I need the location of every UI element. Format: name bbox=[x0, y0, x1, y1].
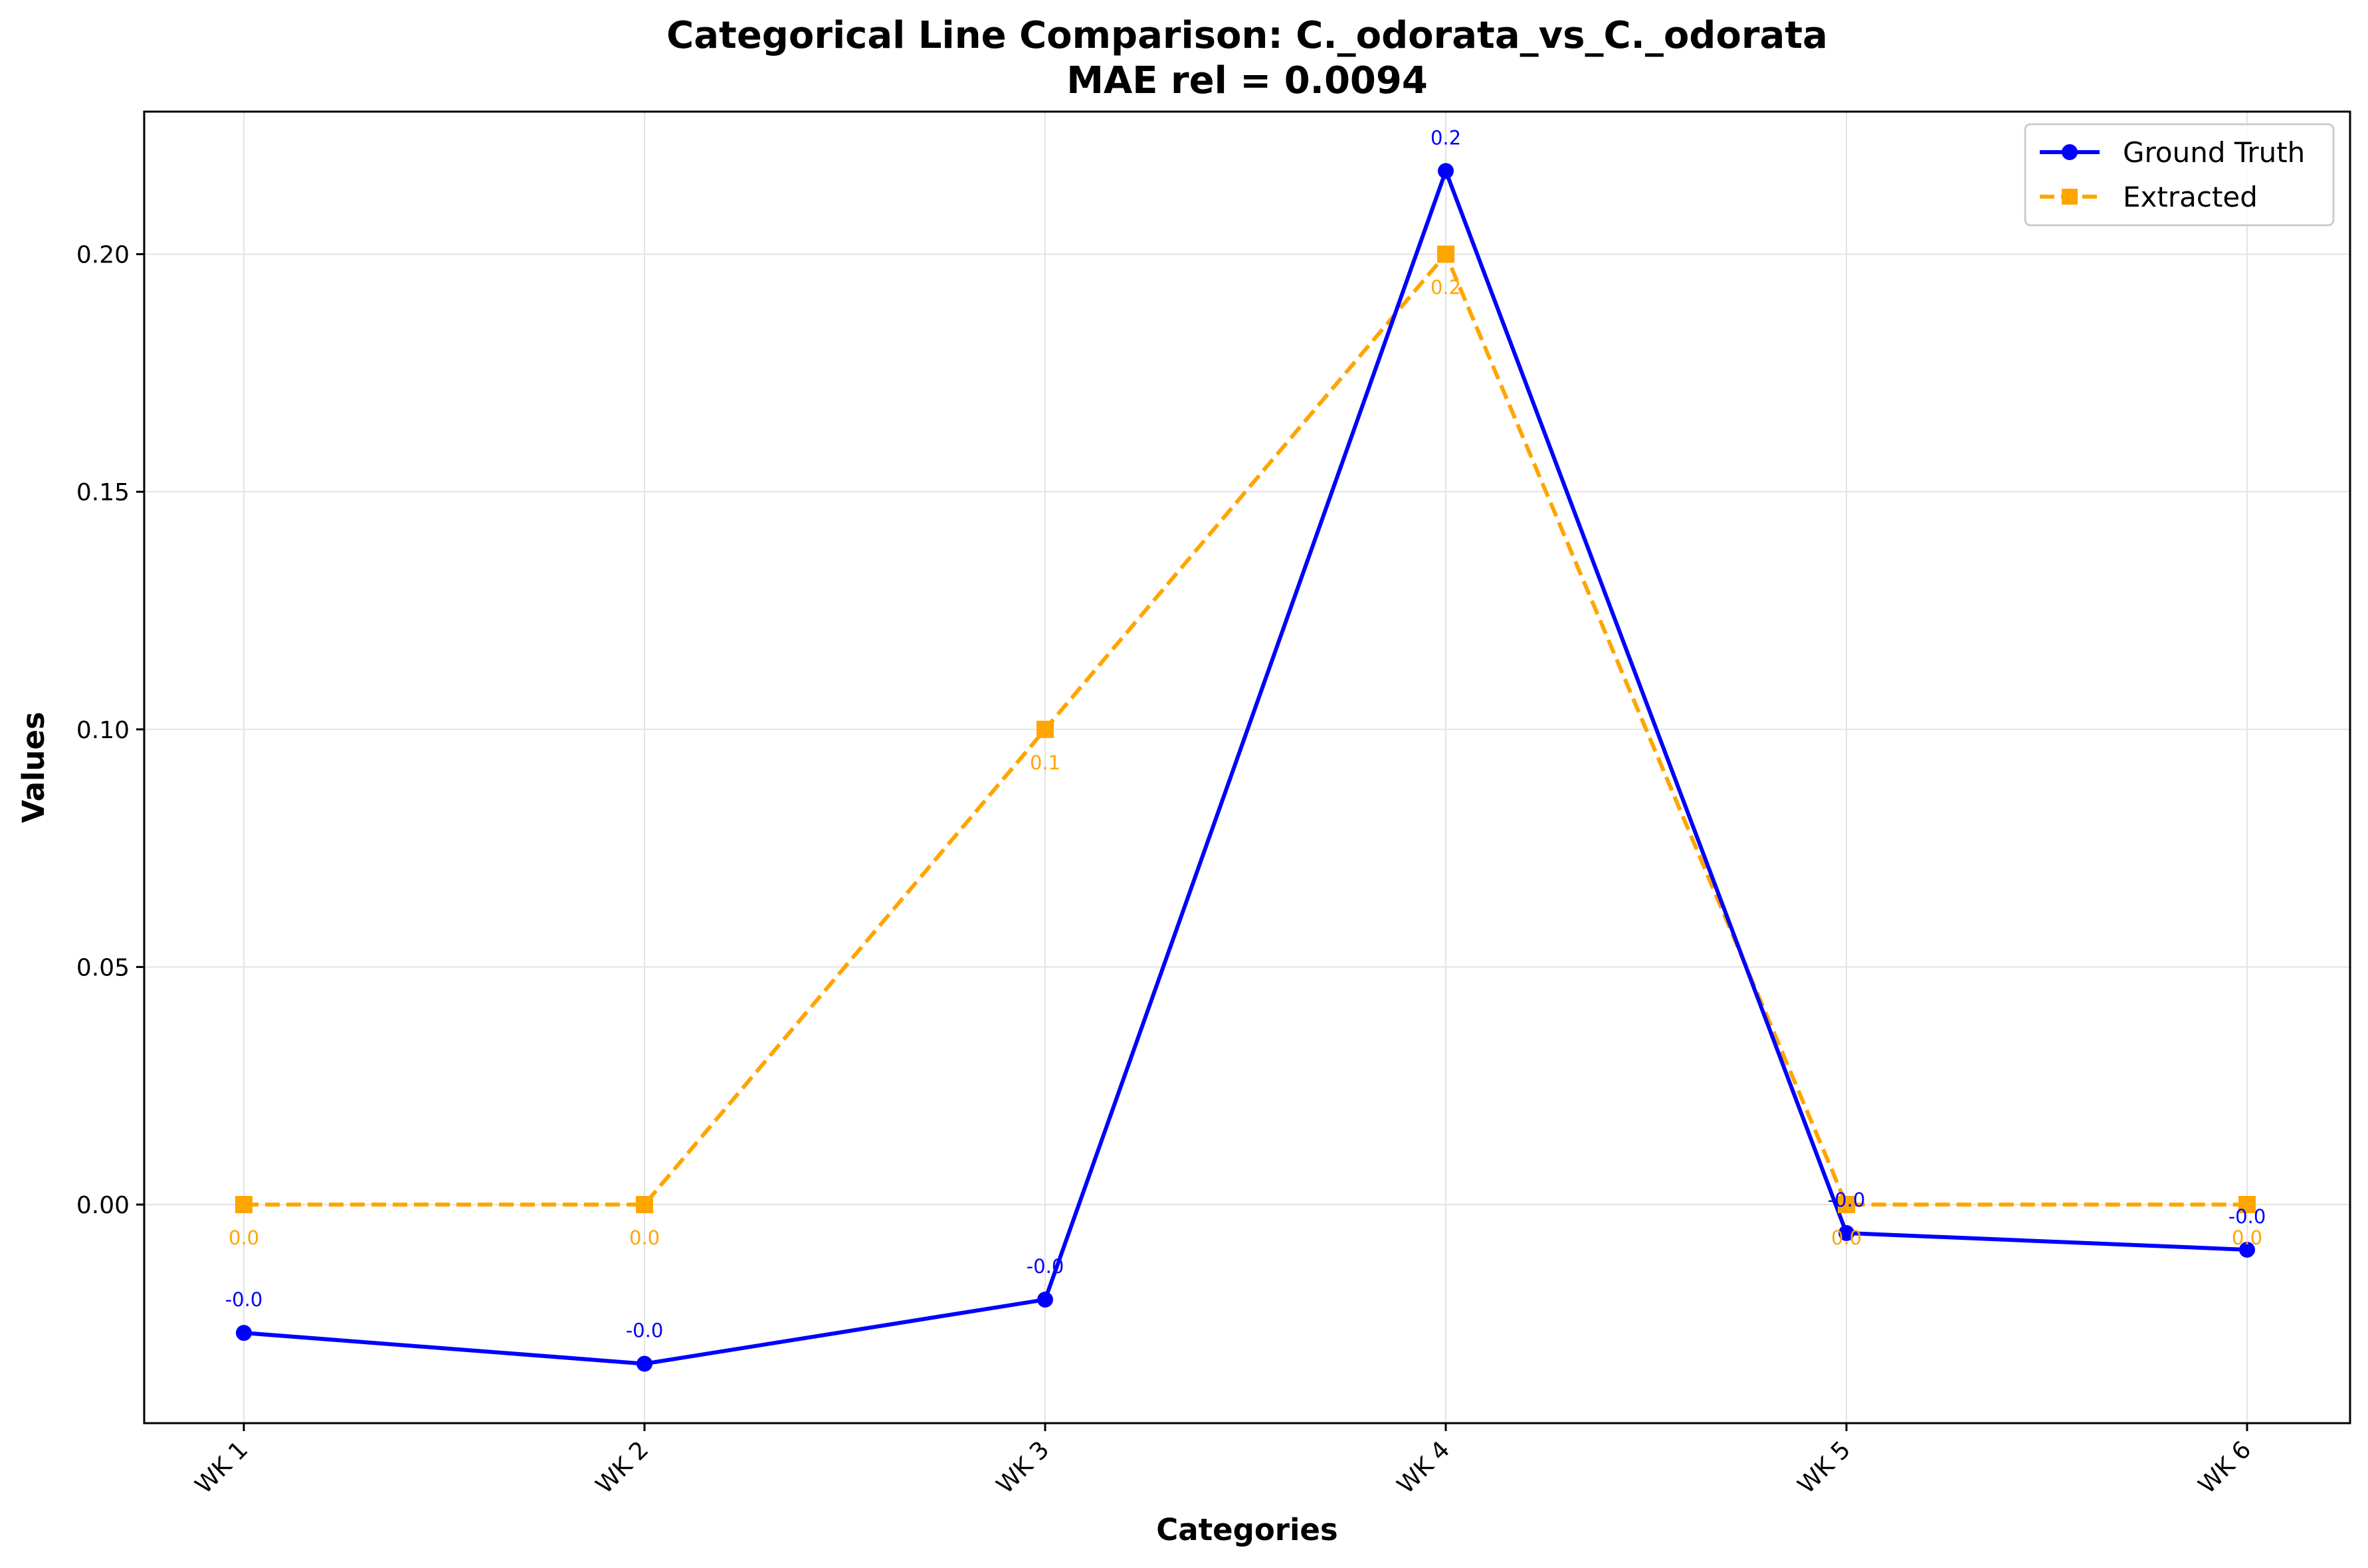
data-point bbox=[235, 1196, 252, 1213]
chart-subtitle: MAE rel = 0.0094 bbox=[1066, 59, 1428, 102]
data-point bbox=[236, 1325, 252, 1341]
legend: Ground Truth Extracted bbox=[2024, 123, 2335, 227]
data-point bbox=[637, 1355, 652, 1372]
data-point bbox=[1838, 1196, 1855, 1213]
data-point bbox=[1438, 163, 1454, 179]
data-label: 0.1 bbox=[1030, 751, 1060, 774]
data-point bbox=[1437, 245, 1454, 263]
y-axis-label: Values bbox=[16, 712, 51, 823]
y-tick-label: 0.05 bbox=[76, 954, 130, 981]
legend-marker-extracted bbox=[2062, 189, 2078, 205]
legend-label-extracted: Extracted bbox=[2123, 181, 2258, 213]
x-tick-label: WK 6 bbox=[2193, 1436, 2256, 1499]
data-point bbox=[2239, 1241, 2255, 1258]
data-label: -0.0 bbox=[2228, 1205, 2266, 1228]
data-point bbox=[1037, 1292, 1053, 1308]
data-label: -0.0 bbox=[225, 1288, 263, 1311]
x-axis-label: Categories bbox=[1156, 1512, 1337, 1547]
y-tick-label: 0.20 bbox=[76, 242, 130, 269]
data-label: 0.0 bbox=[1831, 1226, 1862, 1249]
data-label: 0.2 bbox=[1431, 126, 1461, 149]
data-label: 0.0 bbox=[2232, 1226, 2262, 1249]
data-label: -0.0 bbox=[626, 1320, 664, 1342]
data-point bbox=[2238, 1196, 2256, 1213]
data-label: 0.0 bbox=[629, 1226, 660, 1249]
x-tick-label: WK 3 bbox=[991, 1436, 1054, 1499]
chart-title: Categorical Line Comparison: C._odorata_… bbox=[666, 14, 1828, 57]
series-layer bbox=[235, 163, 2256, 1372]
data-point bbox=[1838, 1225, 1854, 1241]
data-label: 0.2 bbox=[1431, 276, 1461, 299]
legend-label-ground-truth: Ground Truth bbox=[2123, 136, 2305, 169]
plot-frame bbox=[143, 110, 2351, 1424]
x-tick-label: WK 2 bbox=[591, 1436, 654, 1499]
series-line-ground-truth bbox=[243, 169, 2248, 1366]
data-labels: -0.0-0.0-0.00.2-0.0-0.00.0 0.00.10.20.0 0.… bbox=[225, 126, 2266, 1341]
x-tick-label: WK 1 bbox=[190, 1436, 253, 1499]
data-label: 0.0 bbox=[229, 1226, 259, 1249]
legend-box bbox=[2024, 123, 2335, 227]
data-label: -0.0 bbox=[1828, 1189, 1866, 1211]
x-tick-label: WK 5 bbox=[1793, 1436, 1856, 1499]
data-point bbox=[636, 1196, 653, 1213]
x-axis-ticks: WK 1 WK 2 WK 3 WK 4 WK 5 WK 6 bbox=[190, 1423, 2256, 1500]
data-label: -0.0 bbox=[1027, 1255, 1064, 1278]
data-point bbox=[1036, 720, 1054, 738]
grid-lines bbox=[144, 112, 2350, 1423]
y-tick-label: 0.00 bbox=[76, 1192, 130, 1219]
y-axis-ticks: 0.00 0.05 0.10 0.15 0.20 bbox=[76, 242, 144, 1219]
x-tick-label: WK 4 bbox=[1392, 1436, 1455, 1499]
legend-marker-ground-truth bbox=[2062, 144, 2078, 160]
y-tick-label: 0.10 bbox=[76, 717, 130, 744]
y-tick-label: 0.15 bbox=[76, 479, 130, 506]
